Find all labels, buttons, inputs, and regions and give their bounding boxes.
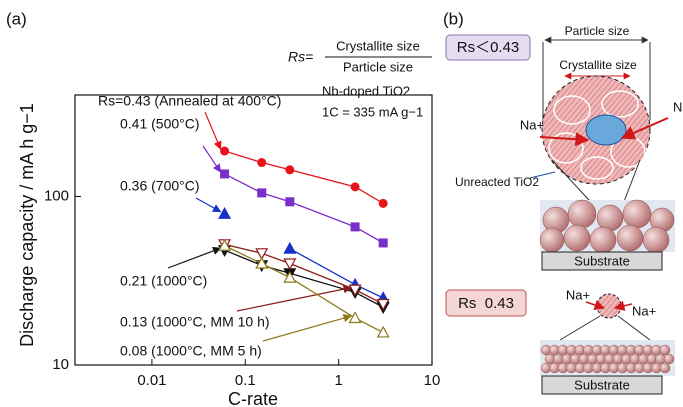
y-axis-label: Discharge capacity / mA h g−1 <box>17 103 37 347</box>
box-label: Rs＜0.43 <box>457 39 520 56</box>
marker <box>257 188 267 198</box>
label-arrow <box>202 145 222 173</box>
x-tick-label: 0.1 <box>235 372 256 389</box>
formula-lhs: Rs= <box>288 49 313 65</box>
x-tick-label: 10 <box>424 372 441 389</box>
zoom-line <box>617 315 651 341</box>
arrow <box>585 300 605 310</box>
marker <box>348 284 362 297</box>
label: Unreacted TiO2 <box>455 175 539 189</box>
formula-numerator: Crystallite size <box>336 38 420 53</box>
box-label: Rs 0.43 <box>458 295 514 312</box>
crystallite <box>601 90 639 118</box>
leader <box>529 171 556 179</box>
arrow <box>539 132 590 147</box>
plot-frame <box>74 94 433 366</box>
label-arrow <box>236 285 352 312</box>
series-line <box>224 150 384 204</box>
box <box>445 289 527 317</box>
annotation: Nb-doped TiO2 <box>322 83 410 98</box>
ion-label: Na+ <box>673 99 683 114</box>
series-line <box>224 173 384 244</box>
marker <box>378 238 388 248</box>
label-arrow <box>167 246 222 269</box>
label: Crystallite size <box>559 58 637 72</box>
marker <box>350 182 360 192</box>
label-arrow <box>195 197 222 213</box>
series-label: 0.36 (700°C) <box>120 178 200 194</box>
series-label: Rs=0.43 (Annealed at 400°C) <box>98 93 281 109</box>
marker <box>378 198 388 208</box>
marker <box>255 256 269 269</box>
particles <box>539 199 675 254</box>
x-axis-label: C-rate <box>228 389 278 407</box>
formula-denominator: Particle size <box>343 59 413 74</box>
arrow <box>620 117 669 140</box>
label: Substrate <box>574 253 630 268</box>
crystallite <box>553 95 591 125</box>
marker <box>285 165 295 175</box>
x-tick-label: 0.01 <box>137 372 166 389</box>
ion-label: Na+ <box>566 287 590 302</box>
particle <box>596 293 622 319</box>
annotation: 1C = 335 mA g−1 <box>322 104 423 119</box>
x-tick-label: 1 <box>334 372 342 389</box>
marker <box>285 197 295 207</box>
substrate <box>541 251 663 271</box>
zoom-line <box>559 315 601 341</box>
arrow <box>613 300 633 311</box>
marker <box>283 258 297 271</box>
series-label: 0.13 (1000°C, MM 10 h) <box>120 314 270 330</box>
y-tick-label: 100 <box>44 187 69 204</box>
crystallite <box>580 156 614 180</box>
marker <box>218 206 232 219</box>
marker <box>220 146 230 156</box>
particles <box>540 344 675 374</box>
marker <box>376 298 390 311</box>
crystallite <box>548 132 584 164</box>
series-line <box>224 249 384 308</box>
ion-label: Na+ <box>632 303 656 318</box>
marker <box>218 239 232 251</box>
series-label: 0.41 (500°C) <box>120 116 200 132</box>
unreacted-core <box>585 114 627 146</box>
marker <box>283 241 297 254</box>
series-label: 0.21 (1000°C) <box>120 273 207 289</box>
particle <box>663 353 675 365</box>
ion-label: Na+ <box>520 117 544 132</box>
marker <box>283 270 297 283</box>
panel-label: (b) <box>443 9 464 28</box>
label: Particle size <box>565 24 630 38</box>
label-arrow <box>262 314 352 342</box>
particle <box>659 362 671 374</box>
substrate <box>541 375 663 395</box>
marker <box>350 222 360 232</box>
diagram: Rs＜0.43 Particle size Crystallite size N… <box>445 24 683 395</box>
marker <box>220 169 230 179</box>
y-tick-label: 10 <box>52 356 69 373</box>
panel-label: (a) <box>6 9 27 28</box>
label-arrow <box>204 111 222 150</box>
marker <box>257 158 267 168</box>
marker <box>376 325 390 338</box>
marker <box>348 311 362 324</box>
label: Substrate <box>574 377 630 392</box>
series-label: 0.08 (1000°C, MM 5 h) <box>120 343 262 359</box>
particle <box>659 344 671 356</box>
box <box>445 34 531 61</box>
marker <box>255 248 269 261</box>
